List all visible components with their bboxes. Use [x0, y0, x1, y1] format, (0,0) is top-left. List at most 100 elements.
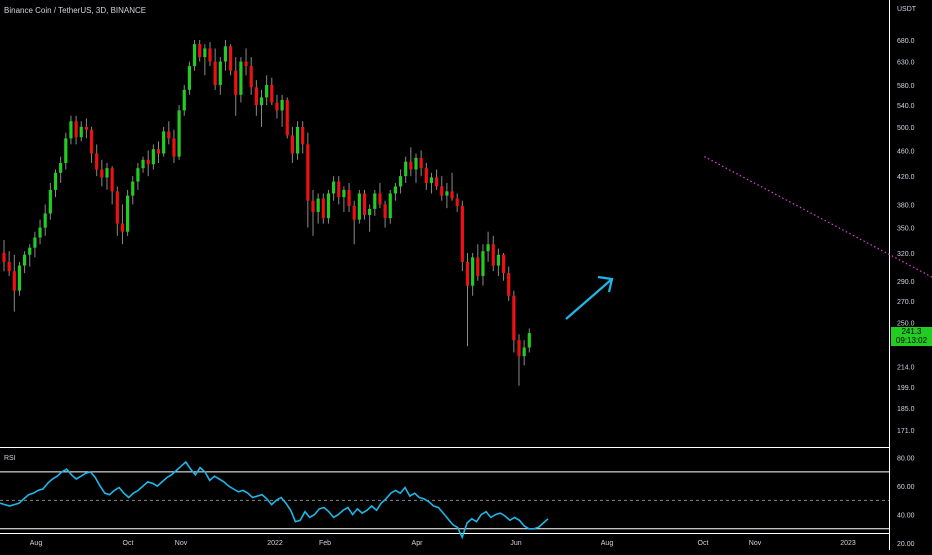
candle-body: [362, 193, 367, 216]
rsi-tick-label: 80.00: [897, 456, 915, 463]
price-tick-label: 185.0: [897, 406, 915, 413]
chart-title: Binance Coin / TetherUS, 3D, BINANCE: [4, 6, 146, 15]
rsi-series-line: [0, 460, 549, 540]
price-tick-label: 199.0: [897, 385, 915, 392]
candle-body: [17, 265, 22, 291]
projection-arrow-shaft: [565, 278, 613, 320]
projection-arrow[interactable]: [565, 275, 614, 320]
time-tick-label: 2023: [840, 540, 856, 547]
candle-body: [435, 177, 439, 187]
candles[interactable]: [2, 40, 531, 386]
candle-body: [2, 252, 6, 262]
candle-body: [162, 131, 166, 154]
time-axis-labels[interactable]: Aug Oct Nov 2022 Feb Apr Jun Aug Oct Nov 2023: [30, 540, 856, 547]
candle-body: [491, 244, 495, 266]
candle-body: [249, 66, 253, 88]
candle-body: [388, 193, 392, 219]
candle-body: [110, 168, 114, 192]
rsi-line: [0, 460, 549, 540]
candle-body: [275, 102, 279, 111]
price-tick-label: 320.0: [897, 251, 915, 258]
last-price-tag: 241.3 09:13:02: [891, 327, 932, 346]
candle-body: [270, 84, 274, 103]
candle-body: [141, 159, 145, 169]
candle-body: [398, 176, 403, 187]
price-tick-label: 270.0: [897, 299, 915, 306]
candle-body: [527, 333, 531, 348]
candle-body: [496, 254, 500, 266]
candle-body: [280, 99, 284, 111]
candle-body: [48, 189, 52, 214]
candle-body: [213, 61, 217, 85]
candle-body: [522, 347, 526, 357]
candle-body: [43, 213, 47, 228]
candle-body: [332, 181, 336, 194]
rsi-tick-label: 40.00: [897, 513, 915, 520]
candle-body: [12, 271, 16, 291]
time-tick-label: Aug: [601, 540, 614, 547]
price-tick-label: 420.0: [897, 174, 915, 181]
candle-body: [476, 257, 480, 276]
candle-body: [486, 244, 490, 252]
price-tick-label: 171.0: [897, 428, 915, 435]
candle-body: [151, 149, 155, 165]
candle-body: [424, 168, 428, 183]
price-tick-label: 540.0: [897, 103, 915, 110]
candle-body: [393, 186, 397, 194]
rsi-axis-labels[interactable]: 80.00 60.00 40.00 20.00: [897, 456, 915, 548]
candle-body: [265, 84, 269, 98]
candle-body: [290, 135, 294, 154]
rsi-title: RSI: [4, 455, 16, 462]
candle-body: [481, 251, 485, 276]
candle-body: [455, 198, 459, 206]
candle-body: [120, 223, 125, 232]
candle-body: [28, 247, 32, 255]
candle-body: [306, 144, 310, 201]
price-axis-labels[interactable]: 680.0 630.0 580.0 540.0 500.0 460.0 420.0 380.0…: [897, 38, 915, 435]
time-tick-label: Aug: [30, 540, 43, 547]
candle-body: [404, 161, 408, 177]
candle-body: [100, 169, 104, 178]
candle-body: [419, 157, 423, 169]
candle-body: [429, 177, 434, 183]
candle-body: [285, 99, 289, 136]
candle-body: [301, 126, 305, 145]
candle-body: [146, 159, 150, 165]
candle-body: [126, 195, 130, 232]
projection-arrow-head: [597, 275, 614, 293]
candle-body: [368, 208, 372, 216]
candle-body: [177, 110, 181, 157]
candle-body: [373, 193, 377, 209]
candle-body: [156, 149, 161, 154]
candle-body: [378, 193, 382, 205]
candle-body: [187, 66, 191, 90]
price-tick-label: 214.0: [897, 365, 915, 372]
time-tick-label: Nov: [175, 540, 188, 547]
candle-body: [254, 87, 258, 106]
candle-body: [89, 129, 94, 154]
candle-body: [316, 198, 320, 212]
candle-body: [342, 189, 346, 198]
candle-body: [440, 186, 444, 196]
candle-body: [295, 126, 300, 154]
candle-body: [512, 295, 516, 341]
candle-body: [167, 131, 171, 139]
candle-body: [229, 46, 233, 71]
candle-body: [79, 126, 83, 138]
price-tick-label: 680.0: [897, 38, 915, 45]
price-tick-label: 500.0: [897, 125, 915, 132]
candle-body: [357, 193, 361, 220]
candle-body: [59, 162, 63, 173]
time-tick-label: Nov: [749, 540, 762, 547]
last-price-value: 241.3: [901, 327, 922, 336]
candle-body: [115, 191, 119, 224]
candle-body: [311, 200, 315, 212]
candle-body: [383, 204, 387, 219]
price-tick-label: 630.0: [897, 60, 915, 67]
candle-body: [259, 97, 264, 106]
candle-body: [337, 181, 341, 198]
candle-body: [64, 138, 68, 163]
candle-body: [38, 227, 42, 238]
candle-body: [172, 138, 176, 157]
